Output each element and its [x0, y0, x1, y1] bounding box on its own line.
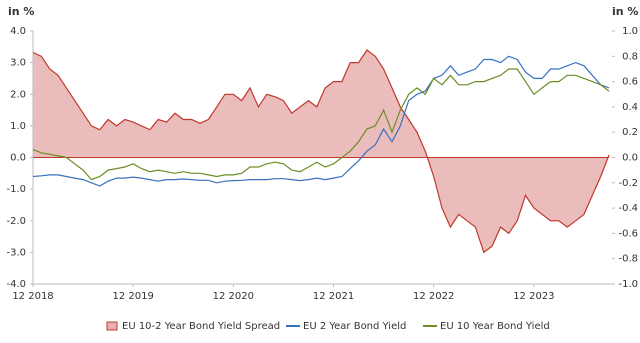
- line: [32, 49, 610, 254]
- y2-tick-label: 0.0: [622, 153, 638, 164]
- y-tick-label: 2.0: [10, 89, 26, 100]
- y-tick-label: 1.0: [10, 121, 26, 132]
- y-tick-label: -2.0: [6, 216, 26, 227]
- y-tick-label: -4.0: [6, 279, 26, 290]
- x-tick-label: 12 2021: [313, 291, 354, 302]
- y2-tick-label: -0.4: [618, 203, 638, 214]
- y-tick-label: -1.0: [6, 184, 26, 195]
- y2-tick-label: -0.8: [618, 254, 638, 265]
- y-axis-title: in %: [8, 5, 34, 18]
- y-tick-label: 3.0: [10, 58, 26, 69]
- y2-tick-label: -1.0: [618, 279, 638, 290]
- y2-tick-label: 0.4: [622, 102, 638, 113]
- x-tick-label: 12 2023: [513, 291, 554, 302]
- line: [32, 68, 610, 181]
- legend-swatch: [106, 321, 118, 331]
- y2-tick-label: 0.2: [622, 127, 638, 138]
- y-tick-label: 4.0: [10, 26, 26, 37]
- x-tick-label: 12 2022: [413, 291, 454, 302]
- y2-tick-label: -0.6: [618, 228, 638, 239]
- legend-label: EU 10-2 Year Bond Yield Spread: [122, 321, 280, 332]
- y2-tick-label: 1.0: [622, 26, 638, 37]
- y2-tick-label: 0.6: [622, 77, 638, 88]
- y2-axis-title: in %: [612, 5, 638, 18]
- y-tick-label: -3.0: [6, 247, 26, 258]
- x-tick-label: 12 2018: [12, 291, 53, 302]
- line: [32, 55, 610, 187]
- legend-label: EU 2 Year Bond Yield: [303, 321, 406, 332]
- legend-label: EU 10 Year Bond Yield: [440, 321, 550, 332]
- y2-tick-label: 0.8: [622, 51, 638, 62]
- x-tick-label: 12 2019: [112, 291, 153, 302]
- y-tick-label: 0.0: [10, 153, 26, 164]
- area: [33, 50, 609, 253]
- y2-tick-label: -0.2: [618, 178, 638, 189]
- x-tick-label: 12 2020: [213, 291, 254, 302]
